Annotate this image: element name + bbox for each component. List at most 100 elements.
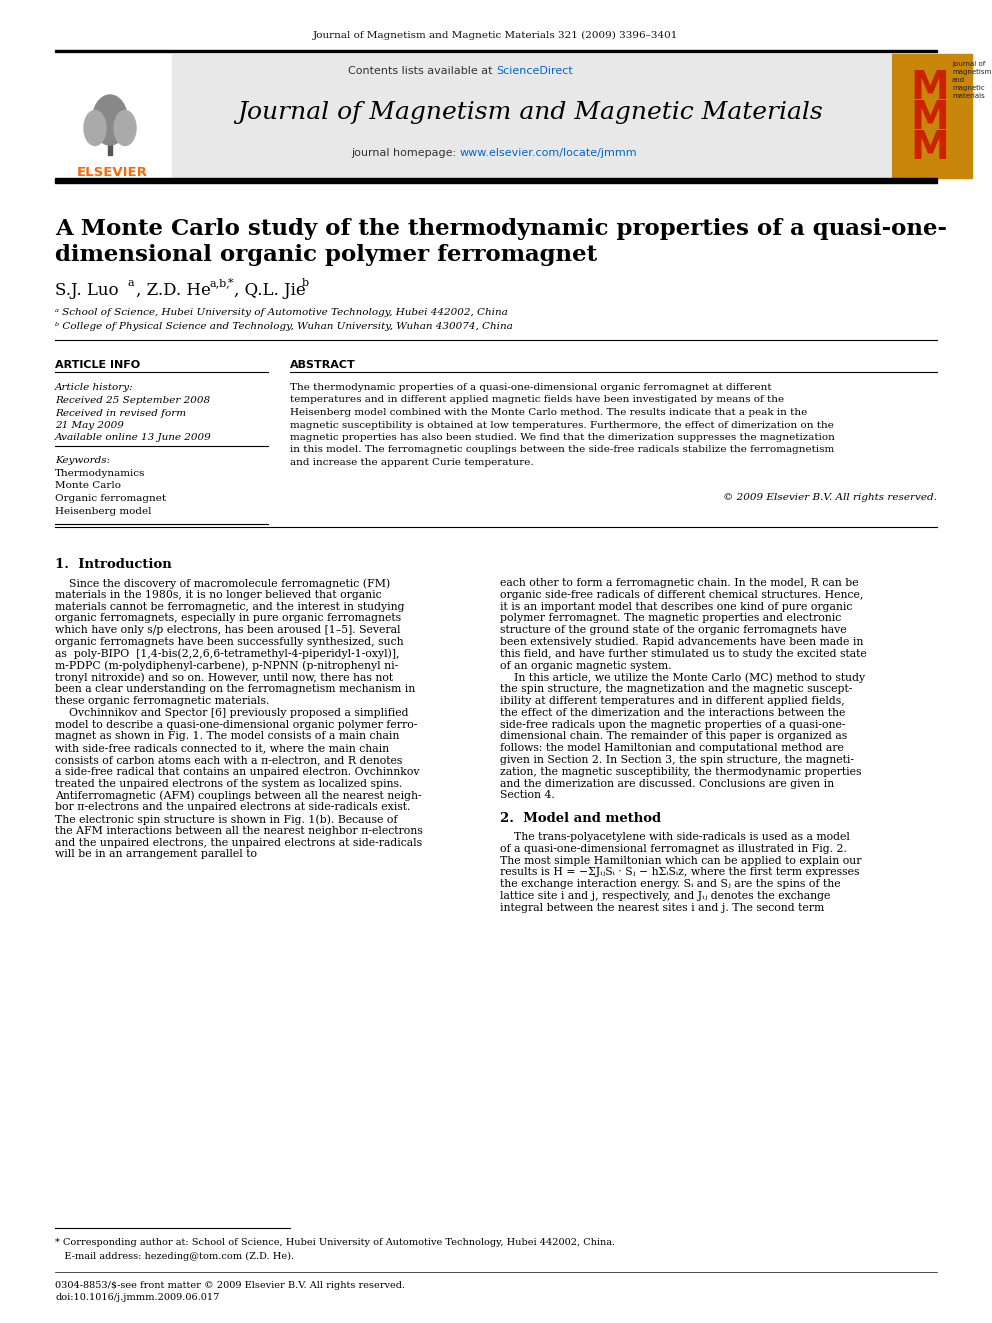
- Text: Keywords:: Keywords:: [55, 456, 110, 464]
- Text: organic side-free radicals of different chemical structures. Hence,: organic side-free radicals of different …: [500, 590, 863, 599]
- Text: Contents lists available at: Contents lists available at: [348, 66, 496, 75]
- Bar: [172, 54, 890, 179]
- Text: ibility at different temperatures and in different applied fields,: ibility at different temperatures and in…: [500, 696, 845, 706]
- Text: as  poly-BIPO  [1,4-bis(2,2,6,6-tetramethyl-4-piperidyl-1-oxyl)],: as poly-BIPO [1,4-bis(2,2,6,6-tetramethy…: [55, 648, 400, 659]
- Text: consists of carbon atoms each with a π-electron, and R denotes: consists of carbon atoms each with a π-e…: [55, 755, 403, 765]
- Text: Section 4.: Section 4.: [500, 790, 555, 800]
- Text: journal of
magnetism
and
magnetic
materials: journal of magnetism and magnetic materi…: [952, 61, 991, 99]
- Text: Monte Carlo: Monte Carlo: [55, 482, 121, 491]
- Text: structure of the ground state of the organic ferromagnets have: structure of the ground state of the org…: [500, 626, 846, 635]
- Text: these organic ferromagnetic materials.: these organic ferromagnetic materials.: [55, 696, 270, 706]
- Text: In this article, we utilize the Monte Carlo (MC) method to study: In this article, we utilize the Monte Ca…: [500, 672, 865, 683]
- Text: M: M: [910, 69, 948, 107]
- Text: m-PDPC (m-polydiphenyl-carbene), p-NPNN (p-nitrophenyl ni-: m-PDPC (m-polydiphenyl-carbene), p-NPNN …: [55, 660, 398, 671]
- Text: *: *: [228, 278, 234, 288]
- Text: a: a: [128, 278, 135, 288]
- Text: polymer ferromagnet. The magnetic properties and electronic: polymer ferromagnet. The magnetic proper…: [500, 614, 841, 623]
- Text: Ovchinnikov and Spector [6] previously proposed a simplified: Ovchinnikov and Spector [6] previously p…: [55, 708, 409, 718]
- Text: follows: the model Hamiltonian and computational method are: follows: the model Hamiltonian and compu…: [500, 744, 844, 753]
- Text: 2.  Model and method: 2. Model and method: [500, 812, 661, 826]
- Text: * Corresponding author at: School of Science, Hubei University of Automotive Tec: * Corresponding author at: School of Sci…: [55, 1238, 615, 1248]
- Text: Journal of Magnetism and Magnetic Materials: Journal of Magnetism and Magnetic Materi…: [237, 101, 823, 123]
- Text: a,b,: a,b,: [210, 278, 231, 288]
- Text: model to describe a quasi-one-dimensional organic polymer ferro-: model to describe a quasi-one-dimensiona…: [55, 720, 418, 729]
- Text: and the unpaired electrons, the unpaired electrons at side-radicals: and the unpaired electrons, the unpaired…: [55, 837, 423, 848]
- Text: the effect of the dimerization and the interactions between the: the effect of the dimerization and the i…: [500, 708, 845, 718]
- Text: the AFM interactions between all the nearest neighbor π-electrons: the AFM interactions between all the nea…: [55, 826, 423, 836]
- Bar: [55, 49, 937, 52]
- Text: E-mail address: hezeding@tom.com (Z.D. He).: E-mail address: hezeding@tom.com (Z.D. H…: [55, 1252, 294, 1261]
- Text: given in Section 2. In Section 3, the spin structure, the magneti-: given in Section 2. In Section 3, the sp…: [500, 755, 854, 765]
- Text: Journal of Magnetism and Magnetic Materials 321 (2009) 3396–3401: Journal of Magnetism and Magnetic Materi…: [313, 30, 679, 40]
- Text: and the dimerization are discussed. Conclusions are given in: and the dimerization are discussed. Conc…: [500, 779, 834, 789]
- Text: Received in revised form: Received in revised form: [55, 409, 186, 418]
- Text: treated the unpaired electrons of the system as localized spins.: treated the unpaired electrons of the sy…: [55, 779, 403, 789]
- Text: Heisenberg model combined with the Monte Carlo method. The results indicate that: Heisenberg model combined with the Monte…: [290, 407, 807, 417]
- Text: , Q.L. Jie: , Q.L. Jie: [234, 282, 306, 299]
- Text: The electronic spin structure is shown in Fig. 1(b). Because of: The electronic spin structure is shown i…: [55, 814, 398, 824]
- Text: journal homepage:: journal homepage:: [351, 148, 460, 157]
- Text: M: M: [910, 99, 948, 138]
- Text: and increase the apparent Curie temperature.: and increase the apparent Curie temperat…: [290, 458, 534, 467]
- Bar: [892, 54, 972, 179]
- Text: been a clear understanding on the ferromagnetism mechanism in: been a clear understanding on the ferrom…: [55, 684, 416, 695]
- Text: A Monte Carlo study of the thermodynamic properties of a quasi-one-: A Monte Carlo study of the thermodynamic…: [55, 218, 947, 239]
- Text: Organic ferromagnet: Organic ferromagnet: [55, 493, 166, 503]
- Text: of a quasi-one-dimensional ferromagnet as illustrated in Fig. 2.: of a quasi-one-dimensional ferromagnet a…: [500, 844, 847, 853]
- Text: ᵃ School of Science, Hubei University of Automotive Technology, Hubei 442002, Ch: ᵃ School of Science, Hubei University of…: [55, 308, 508, 318]
- Text: magnetic susceptibility is obtained at low temperatures. Furthermore, the effect: magnetic susceptibility is obtained at l…: [290, 421, 834, 430]
- Text: the exchange interaction energy. Sᵢ and Sⱼ are the spins of the: the exchange interaction energy. Sᵢ and …: [500, 880, 840, 889]
- Text: 1.  Introduction: 1. Introduction: [55, 558, 172, 572]
- Text: ABSTRACT: ABSTRACT: [290, 360, 356, 370]
- Text: materials in the 1980s, it is no longer believed that organic: materials in the 1980s, it is no longer …: [55, 590, 382, 599]
- Text: Received 25 September 2008: Received 25 September 2008: [55, 396, 210, 405]
- Text: ScienceDirect: ScienceDirect: [496, 66, 572, 75]
- Ellipse shape: [84, 111, 106, 146]
- Text: organic ferromagnets, especially in pure organic ferromagnets: organic ferromagnets, especially in pure…: [55, 614, 401, 623]
- Text: temperatures and in different applied magnetic fields have been investigated by : temperatures and in different applied ma…: [290, 396, 784, 405]
- Text: Thermodynamics: Thermodynamics: [55, 468, 146, 478]
- Text: ARTICLE INFO: ARTICLE INFO: [55, 360, 140, 370]
- Text: this field, and have further stimulated us to study the excited state: this field, and have further stimulated …: [500, 648, 867, 659]
- Text: which have only s/p electrons, has been aroused [1–5]. Several: which have only s/p electrons, has been …: [55, 626, 401, 635]
- Text: it is an important model that describes one kind of pure organic: it is an important model that describes …: [500, 602, 852, 611]
- Text: www.elsevier.com/locate/jmmm: www.elsevier.com/locate/jmmm: [460, 148, 638, 157]
- Text: will be in an arrangement parallel to: will be in an arrangement parallel to: [55, 849, 257, 860]
- Text: bor π-electrons and the unpaired electrons at side-radicals exist.: bor π-electrons and the unpaired electro…: [55, 802, 411, 812]
- Text: Heisenberg model: Heisenberg model: [55, 507, 152, 516]
- Text: doi:10.1016/j.jmmm.2009.06.017: doi:10.1016/j.jmmm.2009.06.017: [55, 1293, 219, 1302]
- Text: 0304-8853/$-see front matter © 2009 Elsevier B.V. All rights reserved.: 0304-8853/$-see front matter © 2009 Else…: [55, 1281, 405, 1290]
- Text: lattice site i and j, respectively, and Jᵢⱼ denotes the exchange: lattice site i and j, respectively, and …: [500, 890, 830, 901]
- Text: side-free radicals upon the magnetic properties of a quasi-one-: side-free radicals upon the magnetic pro…: [500, 720, 845, 729]
- Text: Available online 13 June 2009: Available online 13 June 2009: [55, 433, 211, 442]
- Text: Article history:: Article history:: [55, 382, 134, 392]
- Text: b: b: [302, 278, 310, 288]
- Text: materials cannot be ferromagnetic, and the interest in studying: materials cannot be ferromagnetic, and t…: [55, 602, 405, 611]
- Ellipse shape: [114, 111, 136, 146]
- Text: organic ferromagnets have been successfully synthesized, such: organic ferromagnets have been successfu…: [55, 636, 404, 647]
- Text: been extensively studied. Rapid advancements have been made in: been extensively studied. Rapid advancem…: [500, 636, 863, 647]
- Text: 21 May 2009: 21 May 2009: [55, 421, 124, 430]
- Text: magnetic properties has also been studied. We find that the dimerization suppres: magnetic properties has also been studie…: [290, 433, 835, 442]
- Ellipse shape: [92, 95, 128, 146]
- Text: © 2009 Elsevier B.V. All rights reserved.: © 2009 Elsevier B.V. All rights reserved…: [723, 493, 937, 501]
- Text: The thermodynamic properties of a quasi-one-dimensional organic ferromagnet at d: The thermodynamic properties of a quasi-…: [290, 382, 772, 392]
- Text: of an organic magnetic system.: of an organic magnetic system.: [500, 660, 672, 671]
- Text: with side-free radicals connected to it, where the main chain: with side-free radicals connected to it,…: [55, 744, 389, 753]
- Text: ᵇ College of Physical Science and Technology, Wuhan University, Wuhan 430074, Ch: ᵇ College of Physical Science and Techno…: [55, 321, 513, 331]
- Text: results is H = −ΣJᵢⱼSᵢ · Sⱼ − hΣᵢSᵢz, where the first term expresses: results is H = −ΣJᵢⱼSᵢ · Sⱼ − hΣᵢSᵢz, wh…: [500, 868, 859, 877]
- Text: each other to form a ferromagnetic chain. In the model, R can be: each other to form a ferromagnetic chain…: [500, 578, 859, 587]
- Text: , Z.D. He: , Z.D. He: [136, 282, 211, 299]
- Text: zation, the magnetic susceptibility, the thermodynamic properties: zation, the magnetic susceptibility, the…: [500, 767, 861, 777]
- Text: Antiferromagnetic (AFM) couplings between all the nearest neigh-: Antiferromagnetic (AFM) couplings betwee…: [55, 790, 422, 800]
- Text: The trans-polyacetylene with side-radicals is used as a model: The trans-polyacetylene with side-radica…: [500, 832, 850, 841]
- Text: dimensional organic polymer ferromagnet: dimensional organic polymer ferromagnet: [55, 243, 597, 266]
- Text: in this model. The ferromagnetic couplings between the side-free radicals stabil: in this model. The ferromagnetic couplin…: [290, 446, 834, 455]
- Text: magnet as shown in Fig. 1. The model consists of a main chain: magnet as shown in Fig. 1. The model con…: [55, 732, 400, 741]
- Text: the spin structure, the magnetization and the magnetic suscept-: the spin structure, the magnetization an…: [500, 684, 852, 695]
- Bar: [55, 54, 170, 179]
- Text: M: M: [910, 130, 948, 167]
- Bar: [108, 135, 112, 155]
- Text: dimensional chain. The remainder of this paper is organized as: dimensional chain. The remainder of this…: [500, 732, 847, 741]
- Text: The most simple Hamiltonian which can be applied to explain our: The most simple Hamiltonian which can be…: [500, 856, 861, 865]
